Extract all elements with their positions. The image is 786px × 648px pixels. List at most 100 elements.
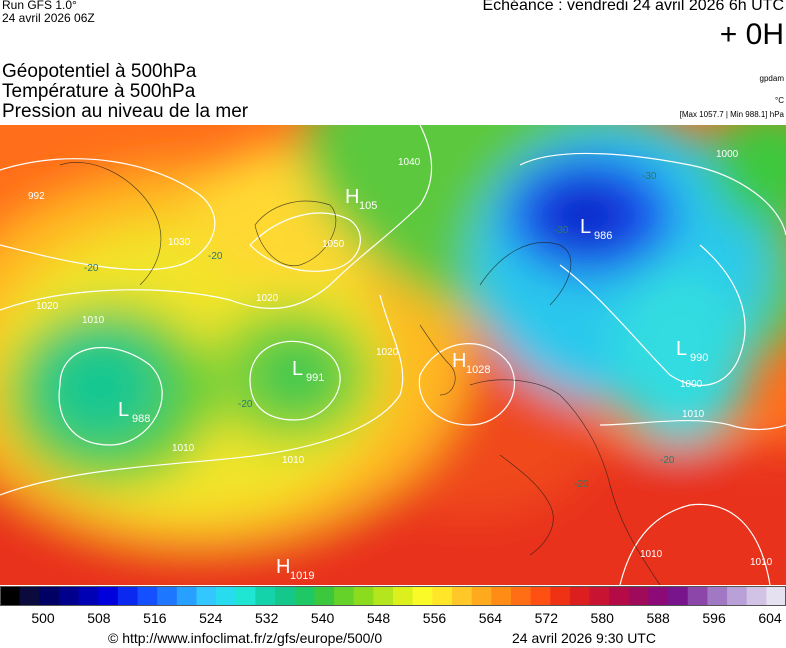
system-pressure: 1019 [290, 570, 314, 582]
colorbar-cell [491, 586, 512, 606]
unit: gpdam [759, 74, 784, 83]
colorbar-cell [117, 586, 139, 606]
colorbar-cell [569, 586, 590, 606]
isobar-label: 1000 [680, 379, 703, 390]
isobar-label: 1040 [398, 157, 421, 168]
colorbar-cell [235, 586, 256, 606]
colorbar-cell [628, 586, 649, 606]
generated: 24 avril 2026 9:30 UTC [512, 630, 656, 646]
colorbar-cell [648, 586, 669, 606]
field: Géopotentiel à 500hPa [2, 61, 197, 82]
colorbar-tick-label: 524 [199, 610, 223, 626]
colorbar-cell [39, 586, 60, 606]
colorbar-cell [727, 586, 748, 606]
lead-time: + 0H [719, 18, 784, 51]
colorbar-tick-label: 516 [143, 610, 167, 626]
colorbar-cell [609, 586, 630, 606]
field: Pression au niveau de la mer [2, 101, 249, 122]
unit: [Max 1057.7 | Min 988.1] hPa [679, 110, 784, 119]
colorbar-cell [58, 586, 80, 606]
colorbar-tick-label: 500 [31, 610, 55, 626]
colorbar-cell [393, 586, 414, 606]
temperature-field [0, 125, 786, 585]
system-type: L [676, 338, 687, 360]
colorbar-tick-label: 604 [758, 610, 782, 626]
isobar-label: 1010 [282, 455, 305, 466]
isobar-label: 1020 [36, 301, 59, 312]
colorbar-cell [707, 586, 728, 606]
colorbar-tick-label: 564 [479, 610, 503, 626]
isobar-label: 1030 [168, 237, 191, 248]
colorbar-cell [589, 586, 610, 606]
colorbar-cell [98, 586, 119, 606]
colorbar-cell [196, 586, 217, 606]
system-pressure: 105 [359, 200, 377, 212]
source: © http://www.infoclimat.fr/z/gfs/europe/… [108, 630, 383, 646]
colorbar-cell [530, 586, 551, 606]
colorbar-cell [766, 586, 786, 606]
system-type: L [292, 358, 303, 380]
system-type: H [276, 556, 290, 578]
colorbar-tick-label: 532 [255, 610, 279, 626]
run: Run GFS 1.0° [2, 0, 77, 12]
colorbar-cell [746, 586, 767, 606]
colorbar-cell [412, 586, 433, 606]
colorbar-cell [19, 586, 40, 606]
temperature-label: -20 [208, 251, 223, 262]
colorbar-cell [78, 586, 99, 606]
colorbar-cell [255, 586, 276, 606]
temperature-label: -20 [660, 455, 675, 466]
isobar-label: 1000 [716, 149, 739, 160]
coastlines [59, 162, 661, 585]
isobar-label: 992 [28, 191, 45, 202]
isobar-label: 1020 [256, 293, 279, 304]
isobars [0, 125, 786, 585]
colorbar: 500 508 516 524 532 540 548 556 564 572 580 588 596 6… [0, 586, 786, 626]
colorbar-cell [176, 586, 197, 606]
unit: °C [775, 96, 784, 105]
temperature-label: -20 [238, 399, 253, 410]
field: Température à 500hPa [2, 81, 196, 102]
isobar-label: 1010 [682, 409, 705, 420]
system-pressure: 986 [594, 230, 612, 242]
colorbar-tick-label: 556 [423, 610, 447, 626]
valid-time: Echéance : vendredi 24 avril 2026 6h UTC [482, 0, 784, 14]
system-pressure: 991 [306, 372, 324, 384]
colorbar-cell [137, 586, 158, 606]
system-type: L [118, 399, 129, 421]
isobar-label: 1010 [82, 315, 105, 326]
isobar-label: 1010 [750, 557, 773, 568]
colorbar-cell [510, 586, 532, 606]
colorbar-cell [275, 586, 296, 606]
isobar-label: 1020 [376, 347, 399, 358]
isobar-label: 1010 [640, 549, 663, 560]
colorbar-cell [314, 586, 335, 606]
colorbar-cell [668, 586, 689, 606]
isobar-label: 1010 [172, 443, 195, 454]
temperature-label: -20 [574, 479, 589, 490]
colorbar-tick-label: 588 [646, 610, 670, 626]
run-date: 24 avril 2026 06Z [2, 11, 95, 25]
temperature-label: -30 [554, 225, 569, 236]
colorbar-cell [432, 586, 453, 606]
isobar-label: 1050 [322, 239, 345, 250]
colorbar-cell [373, 586, 394, 606]
colorbar-cell [216, 586, 237, 606]
colorbar-cell [334, 586, 355, 606]
colorbar-cell [353, 586, 374, 606]
temperature-label: -20 [84, 263, 99, 274]
colorbar-tick-label: 540 [311, 610, 335, 626]
system-pressure: 988 [132, 413, 150, 425]
temperature-label: -30 [642, 171, 657, 182]
system-type: L [580, 216, 591, 238]
colorbar-tick-label: 572 [535, 610, 559, 626]
system-pressure: 1028 [466, 364, 490, 376]
colorbar-cell [687, 586, 708, 606]
colorbar-cell [157, 586, 178, 606]
colorbar-cell [451, 586, 473, 606]
system-pressure: 990 [690, 352, 708, 364]
colorbar-tick-label: 580 [591, 610, 615, 626]
system-type: H [345, 186, 359, 208]
